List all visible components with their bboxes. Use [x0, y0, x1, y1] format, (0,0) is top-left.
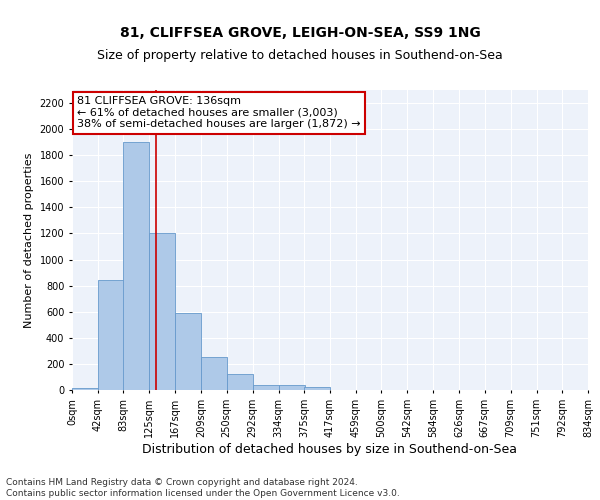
- Bar: [278, 386, 305, 390]
- Bar: [72, 388, 98, 390]
- X-axis label: Distribution of detached houses by size in Southend-on-Sea: Distribution of detached houses by size …: [143, 442, 517, 456]
- Text: Contains HM Land Registry data © Crown copyright and database right 2024.
Contai: Contains HM Land Registry data © Crown c…: [6, 478, 400, 498]
- Text: 81, CLIFFSEA GROVE, LEIGH-ON-SEA, SS9 1NG: 81, CLIFFSEA GROVE, LEIGH-ON-SEA, SS9 1N…: [119, 26, 481, 40]
- Bar: [149, 234, 175, 390]
- Bar: [98, 280, 124, 390]
- Bar: [124, 142, 149, 390]
- Text: 81 CLIFFSEA GROVE: 136sqm
← 61% of detached houses are smaller (3,003)
38% of se: 81 CLIFFSEA GROVE: 136sqm ← 61% of detac…: [77, 96, 361, 129]
- Bar: [175, 313, 202, 390]
- Y-axis label: Number of detached properties: Number of detached properties: [24, 152, 34, 328]
- Bar: [202, 356, 227, 390]
- Text: Size of property relative to detached houses in Southend-on-Sea: Size of property relative to detached ho…: [97, 50, 503, 62]
- Bar: [253, 386, 278, 390]
- Bar: [304, 388, 330, 390]
- Bar: [227, 374, 253, 390]
